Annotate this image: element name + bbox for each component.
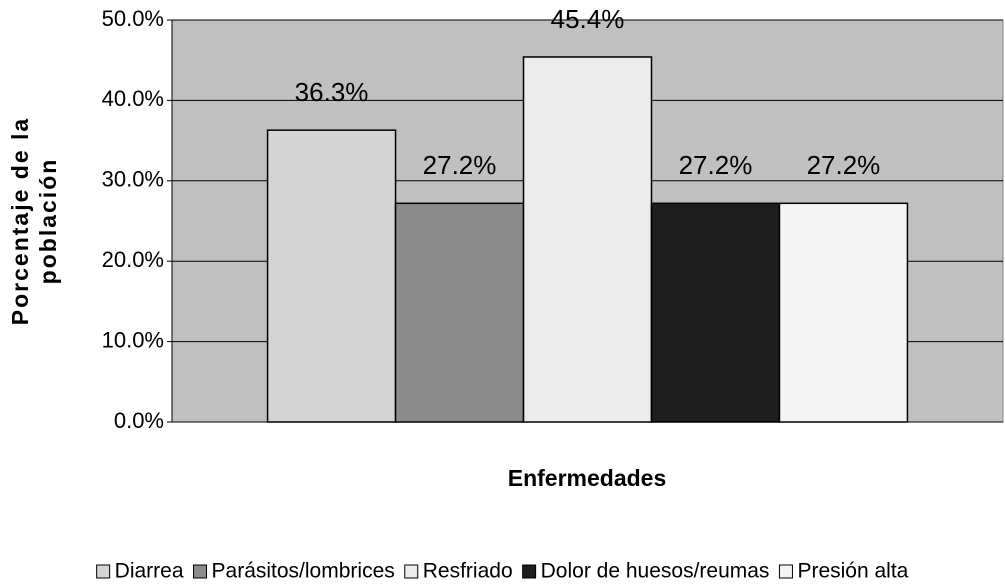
- data-label: 27.2%: [679, 150, 753, 180]
- legend-label: Parásitos/lombrices: [212, 560, 395, 583]
- y-tick-label: 30.0%: [102, 167, 164, 192]
- data-label: 27.2%: [807, 150, 881, 180]
- y-tick-label: 10.0%: [102, 327, 164, 352]
- legend: Diarrea Parásitos/lombrices Resfriado Dolor…: [96, 560, 909, 583]
- bar: [266, 129, 397, 423]
- legend-label: Diarrea: [115, 560, 184, 583]
- legend-swatch: [522, 564, 537, 579]
- data-label: 27.2%: [423, 150, 497, 180]
- x-axis-label: Enfermedades: [508, 465, 667, 491]
- bar: [522, 56, 653, 423]
- y-tick-label: 0.0%: [114, 408, 164, 433]
- data-label: 36.3%: [295, 77, 369, 107]
- legend-label: Dolor de huesos/reumas: [541, 560, 770, 583]
- bar: [394, 202, 525, 423]
- data-label: 45.4%: [551, 4, 625, 34]
- legend-swatch: [96, 564, 111, 579]
- y-axis-label-line: Porcentaje de la: [7, 117, 33, 325]
- legend-swatch: [778, 564, 793, 579]
- y-tick-label: 20.0%: [102, 247, 164, 272]
- bar: [778, 202, 909, 423]
- y-axis-label: Porcentaje de la población: [7, 117, 61, 325]
- y-tick-label: 40.0%: [102, 86, 164, 111]
- y-tick-label: 50.0%: [102, 6, 164, 31]
- legend-label: Presión alta: [797, 560, 908, 583]
- legend-swatch: [404, 564, 419, 579]
- legend-label: Resfriado: [423, 560, 513, 583]
- bar: [650, 202, 781, 423]
- legend-swatch: [193, 564, 208, 579]
- y-axis-label-line: población: [35, 158, 61, 285]
